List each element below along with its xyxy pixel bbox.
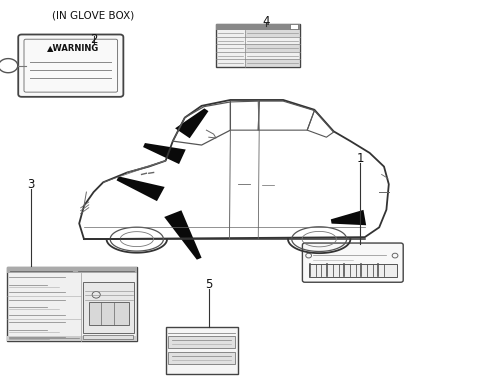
Bar — [84, 282, 134, 333]
Bar — [168, 352, 235, 364]
Bar — [245, 29, 300, 37]
Text: ▲WARNING: ▲WARNING — [47, 43, 99, 52]
FancyBboxPatch shape — [18, 34, 123, 97]
Bar — [168, 336, 235, 348]
Bar — [84, 335, 133, 339]
Text: 4: 4 — [263, 15, 270, 28]
Polygon shape — [331, 210, 366, 225]
Bar — [309, 264, 397, 277]
Bar — [166, 327, 238, 374]
Bar — [7, 336, 137, 341]
Text: 3: 3 — [27, 178, 35, 191]
Polygon shape — [164, 210, 202, 260]
Polygon shape — [143, 143, 186, 164]
Bar — [89, 302, 129, 325]
Text: 2: 2 — [90, 33, 97, 46]
FancyBboxPatch shape — [302, 243, 403, 282]
Text: 5: 5 — [205, 278, 213, 291]
Bar — [290, 24, 298, 29]
Polygon shape — [175, 108, 208, 138]
Bar — [245, 44, 300, 52]
Text: (IN GLOVE BOX): (IN GLOVE BOX) — [52, 11, 135, 21]
Text: 1: 1 — [356, 152, 364, 165]
Bar — [7, 267, 137, 273]
Bar — [216, 24, 300, 29]
Bar — [7, 267, 137, 341]
Bar — [216, 24, 300, 67]
Polygon shape — [117, 176, 165, 201]
Bar — [245, 59, 300, 67]
